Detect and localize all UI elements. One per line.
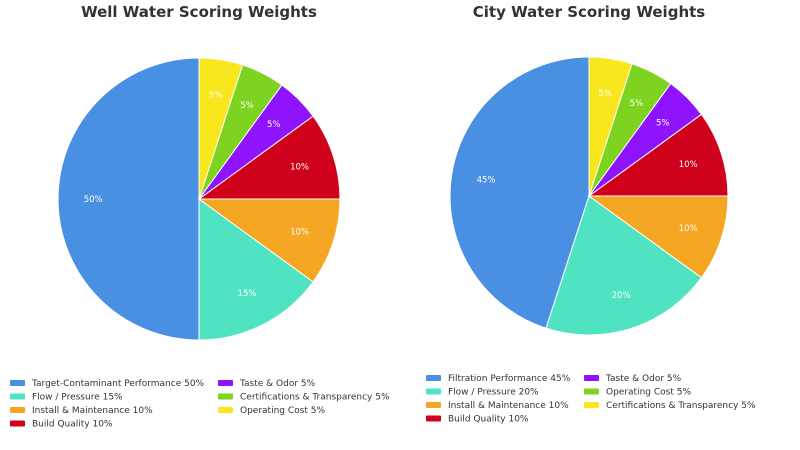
slice-value-label: 5%: [267, 120, 281, 130]
legend-item: Filtration Performance 45%: [426, 374, 571, 384]
pie-slice: [197, 115, 341, 200]
slice-value-label: 5%: [599, 89, 613, 99]
slice-value-label: 50%: [84, 195, 103, 205]
pie-slice: [57, 57, 200, 341]
legend-label: Build Quality 10%: [32, 420, 113, 430]
legend-swatch: [218, 407, 233, 413]
chart-title: Well Water Scoring Weights: [81, 3, 317, 21]
legend-label: Certifications & Transparency 5%: [240, 393, 390, 403]
legend-item: Taste & Odor 5%: [218, 379, 316, 389]
legend-item: Install & Maintenance 10%: [10, 406, 153, 416]
legend-swatch: [584, 402, 599, 408]
legend-item: Operating Cost 5%: [584, 388, 691, 398]
legend-label: Certifications & Transparency 5%: [606, 401, 756, 411]
chart-title: City Water Scoring Weights: [473, 3, 706, 21]
slice-value-label: 20%: [612, 291, 631, 301]
legend-item: Certifications & Transparency 5%: [584, 401, 756, 411]
legend-item: Flow / Pressure 15%: [10, 393, 123, 403]
legend-label: Operating Cost 5%: [606, 388, 691, 398]
legend-swatch: [10, 407, 25, 413]
slice-value-label: 10%: [290, 162, 309, 172]
pie-slice: [587, 195, 729, 279]
pie-slice: [587, 113, 729, 197]
legend-item: Install & Maintenance 10%: [426, 401, 569, 411]
slice-value-label: 10%: [679, 224, 698, 234]
legend-label: Flow / Pressure 15%: [32, 393, 123, 403]
city-water-chart: City Water Scoring Weights 45% 20% 10% 10% 5…: [426, 3, 756, 425]
pie-slice: [198, 57, 244, 200]
legend-item: Target-Contaminant Performance 50%: [10, 379, 205, 389]
slice-value-label: 5%: [209, 91, 223, 101]
well-water-chart: Well Water Scoring Weights 50%15%10%10%5…: [10, 3, 390, 430]
legend-swatch: [426, 415, 441, 422]
legend-label: Flow / Pressure 20%: [448, 388, 539, 398]
legend-swatch: [584, 375, 599, 381]
slice-value-label: 45%: [477, 176, 496, 186]
legend-item: Certifications & Transparency 5%: [218, 393, 390, 403]
slice-value-label: 5%: [630, 99, 644, 109]
pie: 50% 15% 10% 10% 5% 5% 5%: [57, 57, 341, 341]
legend-item: Flow / Pressure 20%: [426, 388, 539, 398]
legend-label: Install & Maintenance 10%: [448, 401, 569, 411]
slice-value-label: 15%: [238, 289, 257, 299]
legend-swatch: [218, 393, 233, 400]
pie: 45% 20% 10% 10% 5% 5% 5%: [449, 56, 729, 336]
pie-slice: [197, 198, 341, 283]
slice-value-label: 10%: [679, 160, 698, 170]
legend: Filtration Performance 45% Flow / Pressur…: [426, 374, 756, 425]
legend-item: Build Quality 10%: [426, 415, 529, 425]
pie-slice: [198, 198, 314, 341]
pie-slice: [449, 56, 590, 329]
slice-value-label: 5%: [656, 118, 670, 128]
legend-label: Install & Maintenance 10%: [32, 406, 153, 416]
legend-item: Operating Cost 5%: [218, 406, 325, 416]
legend-label: Taste & Odor 5%: [239, 379, 316, 389]
legend-swatch: [426, 388, 441, 395]
legend-label: Build Quality 10%: [448, 415, 529, 425]
legend-label: Filtration Performance 45%: [448, 374, 571, 384]
legend-label: Operating Cost 5%: [240, 406, 325, 416]
pie-slice: [588, 56, 633, 197]
legend-swatch: [584, 388, 599, 395]
legend-swatch: [10, 393, 25, 400]
slice-value-label: 5%: [240, 101, 254, 111]
legend-item: Build Quality 10%: [10, 420, 113, 430]
pie-slice: [545, 195, 703, 336]
legend-swatch: [10, 380, 25, 386]
legend-swatch: [426, 375, 441, 381]
legend-swatch: [10, 420, 25, 427]
slice-value-label: 10%: [290, 228, 309, 238]
legend-label: Target-Contaminant Performance 50%: [31, 379, 205, 389]
legend-swatch: [218, 380, 233, 386]
legend-label: Taste & Odor 5%: [605, 374, 682, 384]
legend-item: Taste & Odor 5%: [584, 374, 682, 384]
legend: Target-Contaminant Performance 50% Flow /…: [10, 379, 390, 430]
legend-swatch: [426, 402, 441, 408]
